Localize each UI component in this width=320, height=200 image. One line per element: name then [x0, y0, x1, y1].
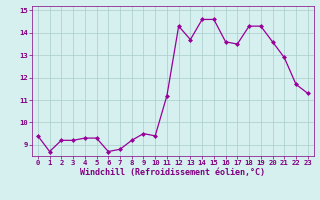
- X-axis label: Windchill (Refroidissement éolien,°C): Windchill (Refroidissement éolien,°C): [80, 168, 265, 177]
